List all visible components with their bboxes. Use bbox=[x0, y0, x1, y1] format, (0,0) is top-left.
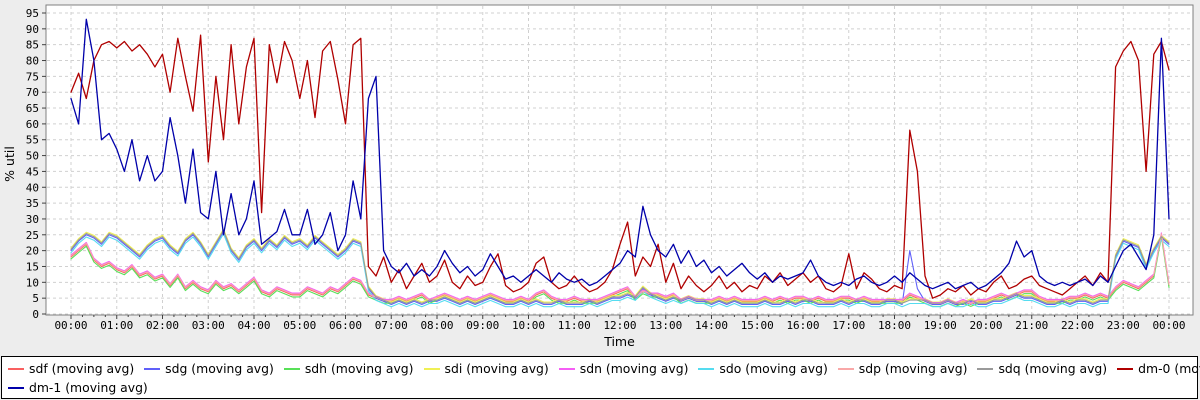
x-tick-label: 08:00 bbox=[420, 319, 453, 332]
legend-item-sdf[interactable]: sdf (moving avg) bbox=[8, 361, 134, 376]
y-tick-label: 45 bbox=[26, 165, 39, 178]
y-tick-label: 90 bbox=[26, 23, 39, 36]
y-tick-label: 75 bbox=[26, 70, 39, 83]
x-tick-label: 22:00 bbox=[1061, 319, 1094, 332]
chart-legend: sdf (moving avg) sdg (moving avg) sdh (mov… bbox=[1, 356, 1200, 399]
legend-swatch-dm-1 bbox=[8, 386, 24, 389]
x-tick-label: 09:00 bbox=[466, 319, 499, 332]
legend-swatch-sdq bbox=[977, 367, 994, 370]
y-axis-title: % util bbox=[2, 146, 17, 182]
y-tick-label: 35 bbox=[26, 197, 39, 210]
series-line-sdg bbox=[70, 231, 1170, 306]
series-line-sdo bbox=[70, 233, 1170, 308]
legend-swatch-sdn bbox=[558, 367, 575, 370]
legend-row: sdf (moving avg) sdg (moving avg) sdh (mov… bbox=[8, 359, 1200, 378]
legend-label: sdh (moving avg) bbox=[304, 361, 414, 376]
x-tick-label: 04:00 bbox=[237, 319, 270, 332]
series-line-dm-0 bbox=[70, 34, 1170, 299]
legend-item-sdo[interactable]: sdo (moving avg) bbox=[698, 361, 828, 376]
x-tick-label: 00:00 bbox=[54, 319, 87, 332]
x-tick-label: 19:00 bbox=[924, 319, 957, 332]
y-tick-label: 15 bbox=[26, 260, 39, 273]
legend-label: sdo (moving avg) bbox=[719, 361, 828, 376]
y-tick-label: 25 bbox=[26, 229, 39, 242]
y-tick-label: 85 bbox=[26, 39, 39, 52]
x-tick-label: 18:00 bbox=[878, 319, 911, 332]
legend-label: sdq (moving avg) bbox=[998, 361, 1108, 376]
legend-label: sdf (moving avg) bbox=[29, 361, 135, 376]
y-tick-label: 95 bbox=[26, 7, 39, 20]
x-tick-label: 14:00 bbox=[695, 319, 728, 332]
x-tick-label: 05:00 bbox=[283, 319, 316, 332]
legend-swatch-sdf bbox=[8, 367, 24, 370]
y-tick-label: 50 bbox=[26, 150, 39, 163]
legend-label: dm-0 (moving avg) bbox=[1138, 361, 1200, 376]
series-line-sdp bbox=[70, 233, 1170, 305]
x-tick-label: 23:00 bbox=[1107, 319, 1140, 332]
legend-swatch-sdo bbox=[698, 367, 715, 370]
y-tick-label: 20 bbox=[26, 245, 39, 258]
legend-swatch-sdg bbox=[144, 367, 161, 370]
y-tick-label: 5 bbox=[32, 292, 39, 305]
x-tick-label: 11:00 bbox=[558, 319, 591, 332]
legend-label: sdp (moving avg) bbox=[858, 361, 968, 376]
legend-item-sdn[interactable]: sdn (moving avg) bbox=[558, 361, 689, 376]
series-line-dm-1 bbox=[70, 18, 1170, 290]
legend-item-sdp[interactable]: sdp (moving avg) bbox=[837, 361, 968, 376]
legend-swatch-sdp bbox=[837, 367, 854, 370]
legend-swatch-sdi bbox=[423, 367, 440, 370]
legend-item-dm-1[interactable]: dm-1 (moving avg) bbox=[8, 380, 148, 395]
chart-canvas: 0 5 10 15 20 25 30 35 40 45 50 55 60 65 70 75 80 85 90 95 00… bbox=[2, 4, 1194, 349]
x-tick-label: 03:00 bbox=[192, 319, 225, 332]
y-tick-label: 70 bbox=[26, 86, 39, 99]
y-tick-label: 0 bbox=[32, 308, 39, 321]
series-line-sdq bbox=[70, 229, 1170, 304]
y-tick-label: 60 bbox=[26, 118, 39, 131]
legend-item-sdg[interactable]: sdg (moving avg) bbox=[144, 361, 274, 376]
x-tick-label: 10:00 bbox=[512, 319, 545, 332]
x-tick-label: 15:00 bbox=[741, 319, 774, 332]
x-tick-label: 13:00 bbox=[649, 319, 682, 332]
y-tick-label: 55 bbox=[26, 134, 39, 147]
x-tick-label: 16:00 bbox=[786, 319, 819, 332]
legend-item-sdh[interactable]: sdh (moving avg) bbox=[283, 361, 414, 376]
x-tick-label: 02:00 bbox=[146, 319, 179, 332]
legend-item-sdq[interactable]: sdq (moving avg) bbox=[977, 361, 1107, 376]
legend-label: sdg (moving avg) bbox=[165, 361, 274, 376]
y-tick-label: 40 bbox=[26, 181, 39, 194]
legend-swatch-sdh bbox=[283, 367, 300, 370]
x-tick-label: 01:00 bbox=[100, 319, 133, 332]
legend-label: sdi (moving avg) bbox=[444, 361, 549, 376]
x-tick-label: 20:00 bbox=[969, 319, 1002, 332]
legend-label: sdn (moving avg) bbox=[579, 361, 689, 376]
series-line-sdi bbox=[70, 228, 1170, 303]
legend-item-sdi[interactable]: sdi (moving avg) bbox=[423, 361, 549, 376]
x-axis-title: Time bbox=[603, 334, 635, 349]
x-tick-label: 17:00 bbox=[832, 319, 865, 332]
legend-swatch-dm-0 bbox=[1117, 367, 1134, 370]
series-line-sdn bbox=[70, 232, 1170, 304]
legend-row: dm-1 (moving avg) bbox=[8, 378, 1193, 397]
x-tick-label: 07:00 bbox=[375, 319, 408, 332]
y-tick-label: 30 bbox=[26, 213, 39, 226]
y-tick-label: 10 bbox=[26, 276, 39, 289]
legend-label: dm-1 (moving avg) bbox=[29, 380, 148, 395]
x-tick-label: 06:00 bbox=[329, 319, 362, 332]
y-tick-label: 65 bbox=[26, 102, 39, 115]
x-tick-label: 00:00 bbox=[1152, 319, 1185, 332]
plot-area bbox=[45, 4, 1194, 316]
x-tick-label: 21:00 bbox=[1015, 319, 1048, 332]
legend-item-dm-0[interactable]: dm-0 (moving avg) bbox=[1117, 361, 1200, 376]
y-tick-label: 80 bbox=[26, 55, 39, 68]
x-tick-label: 12:00 bbox=[603, 319, 636, 332]
